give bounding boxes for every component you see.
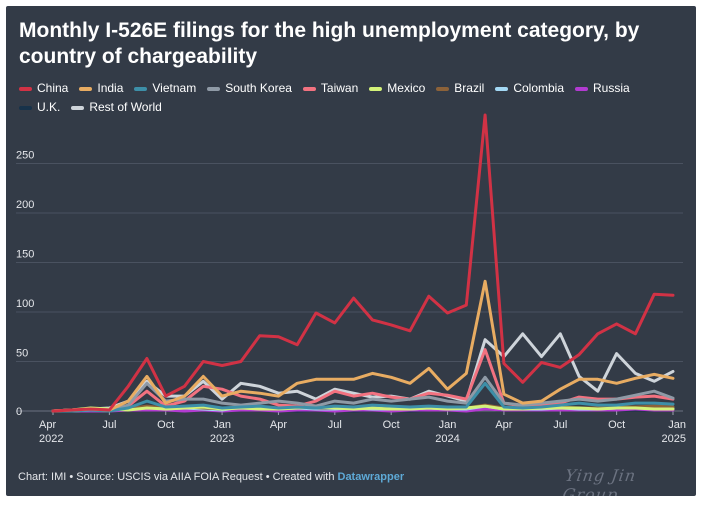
- legend-item-south-korea[interactable]: South Korea: [207, 81, 292, 96]
- y-tick-label-200: 200: [16, 199, 34, 211]
- x-tick-year-33: 2025: [662, 433, 686, 445]
- legend-item-china[interactable]: China: [19, 81, 68, 96]
- legend-item-brazil[interactable]: Brazil: [436, 81, 484, 96]
- legend-label-india: India: [97, 81, 124, 95]
- x-tick-year-21: 2024: [435, 433, 459, 445]
- x-tick-label-6: Oct: [157, 419, 174, 431]
- x-tick-label-12: Apr: [270, 419, 287, 431]
- x-tick-label-15: Jul: [328, 419, 342, 431]
- legend-label-russia: Russia: [593, 81, 630, 95]
- legend-swatch-mexico: [369, 86, 383, 91]
- legend-label-vietnam: Vietnam: [152, 81, 197, 95]
- legend: China India Vietnam South Korea Taiwan Mexico…: [19, 81, 689, 115]
- y-tick-label-100: 100: [16, 298, 34, 310]
- y-tick-label-50: 50: [16, 348, 28, 360]
- series-line-mexico: [51, 404, 675, 413]
- x-tick-label-33: Jan: [668, 419, 686, 431]
- x-tick-label-18: Oct: [383, 419, 400, 431]
- footer-source: Chart: IMI • Source: USCIS via AIIA FOIA…: [18, 471, 338, 483]
- x-tick-label-21: Jan: [439, 419, 457, 431]
- chart-title: Monthly I-526E filings for the high unem…: [19, 19, 640, 68]
- legend-swatch-u-k: [19, 105, 32, 110]
- x-tick-label-30: Oct: [608, 419, 625, 431]
- legend-swatch-taiwan: [302, 86, 316, 91]
- legend-swatch-colombia: [495, 86, 509, 91]
- legend-swatch-rest-of-world: [71, 105, 85, 110]
- legend-swatch-vietnam: [134, 86, 148, 91]
- legend-item-u-k[interactable]: U.K.: [19, 100, 60, 115]
- legend-label-colombia: Colombia: [513, 81, 565, 95]
- legend-item-india[interactable]: India: [79, 81, 123, 96]
- x-tick-label-3: Jul: [102, 419, 116, 431]
- legend-item-rest-of-world[interactable]: Rest of World: [71, 100, 162, 115]
- watermark: Ying Jin Group: [561, 466, 638, 496]
- legend-item-taiwan[interactable]: Taiwan: [302, 81, 359, 96]
- series-line-vietnam: [51, 381, 675, 413]
- legend-label-u-k: U.K.: [37, 100, 61, 114]
- legend-item-mexico[interactable]: Mexico: [369, 81, 425, 96]
- x-tick-label-24: Apr: [495, 419, 512, 431]
- y-tick-label-250: 250: [16, 150, 34, 162]
- legend-label-taiwan: Taiwan: [320, 81, 359, 95]
- legend-swatch-china: [19, 86, 32, 91]
- x-tick-label-27: Jul: [553, 419, 567, 431]
- x-tick-year-9: 2023: [210, 433, 234, 445]
- legend-swatch-russia: [575, 86, 589, 91]
- legend-label-china: China: [37, 81, 69, 95]
- datawrapper-link[interactable]: Datawrapper: [337, 471, 405, 483]
- series-line-india: [51, 279, 675, 413]
- x-tick-label-0: Apr: [39, 419, 56, 431]
- line-chart: 0 50 100 150 200 250 Apr 2022 Jul Oct Jan 2023 Apr Ju…: [16, 113, 686, 445]
- legend-label-rest-of-world: Rest of World: [89, 100, 162, 114]
- chart-card: Monthly I-526E filings for the high unem…: [6, 6, 696, 496]
- legend-item-vietnam[interactable]: Vietnam: [134, 81, 196, 96]
- legend-label-brazil: Brazil: [454, 81, 485, 95]
- legend-swatch-india: [79, 86, 93, 91]
- legend-swatch-south-korea: [207, 86, 221, 91]
- footer: Chart: IMI • Source: USCIS via AIIA FOIA…: [18, 471, 404, 483]
- y-tick-label-150: 150: [16, 249, 34, 261]
- series-line-china: [51, 113, 675, 413]
- legend-item-russia[interactable]: Russia: [575, 81, 630, 96]
- y-tick-label-0: 0: [16, 406, 22, 418]
- legend-swatch-brazil: [436, 86, 450, 91]
- legend-label-south-korea: South Korea: [225, 81, 292, 95]
- legend-label-mexico: Mexico: [387, 81, 426, 95]
- x-tick-label-9: Jan: [213, 419, 231, 431]
- x-tick-year-0: 2022: [39, 433, 63, 445]
- legend-item-colombia[interactable]: Colombia: [495, 81, 564, 96]
